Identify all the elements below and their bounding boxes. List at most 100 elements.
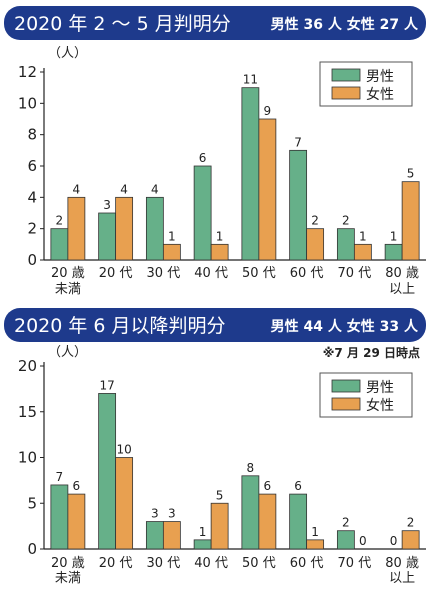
bar-male xyxy=(98,212,117,261)
x-tick-label: 未満 xyxy=(55,282,81,297)
y-axis-label: （人） xyxy=(48,345,87,360)
x-tick-label: 80 歳 xyxy=(385,266,419,281)
data-label: 6 xyxy=(199,151,207,165)
legend-label: 女性 xyxy=(366,86,394,103)
legend-swatch-male xyxy=(331,68,361,82)
legend-swatch-male xyxy=(331,379,361,393)
data-label: 1 xyxy=(390,229,398,243)
bar-male xyxy=(193,165,212,261)
bar-female xyxy=(306,539,325,550)
bar-male xyxy=(193,539,212,550)
x-tick-label: 50 代 xyxy=(242,266,276,281)
data-label: 1 xyxy=(311,525,319,539)
bar-female xyxy=(162,521,181,550)
data-label: 5 xyxy=(407,167,415,181)
x-tick-label: 50 代 xyxy=(242,556,276,571)
bar-male xyxy=(50,228,69,261)
data-label: 2 xyxy=(311,214,319,228)
title-banner xyxy=(4,308,426,342)
title-banner xyxy=(4,6,426,40)
data-label: 1 xyxy=(359,229,367,243)
data-label: 1 xyxy=(216,229,224,243)
bar-male xyxy=(50,484,69,550)
legend-label: 女性 xyxy=(366,397,394,414)
x-tick-label: 未満 xyxy=(55,571,81,586)
bar-male xyxy=(384,243,403,261)
y-tick-label: 20 xyxy=(18,357,37,375)
data-label: 2 xyxy=(342,516,350,530)
y-tick-label: 5 xyxy=(27,494,37,512)
chart-title: 2020 年 6 月以降判明分 xyxy=(14,315,226,337)
y-tick-label: 10 xyxy=(18,449,37,467)
x-tick-label: 60 代 xyxy=(290,266,324,281)
y-tick-label: 10 xyxy=(18,94,37,112)
data-label: 9 xyxy=(264,104,272,118)
data-label: 1 xyxy=(168,229,176,243)
legend-label: 男性 xyxy=(366,69,394,85)
legend-label: 男性 xyxy=(366,380,394,396)
bar-male xyxy=(289,493,308,550)
bar-female xyxy=(210,243,229,261)
data-label: 6 xyxy=(294,479,302,493)
bar-female xyxy=(67,493,86,550)
data-label: 6 xyxy=(264,479,272,493)
data-label: 0 xyxy=(359,534,367,548)
bar-female xyxy=(401,530,420,550)
data-label: 3 xyxy=(168,507,176,521)
y-tick-label: 8 xyxy=(27,126,37,144)
x-tick-label: 60 代 xyxy=(290,556,324,571)
chart-subtitle: 男性 44 人 女性 33 人 xyxy=(271,318,419,335)
bar-female xyxy=(306,228,325,261)
bar-female xyxy=(67,196,86,261)
legend-swatch-female xyxy=(331,86,361,100)
data-label: 1 xyxy=(199,525,207,539)
bar-male xyxy=(98,393,117,550)
x-tick-label: 20 歳 xyxy=(51,266,85,281)
bar-male xyxy=(336,228,355,261)
bar-female xyxy=(210,502,229,550)
y-tick-label: 2 xyxy=(27,220,37,238)
x-tick-label: 80 歳 xyxy=(385,556,419,571)
data-label: 2 xyxy=(342,214,350,228)
chart-title: 2020 年 2 ～ 5 月判明分 xyxy=(14,13,231,35)
bar-female xyxy=(401,181,420,261)
x-tick-label: 以上 xyxy=(389,282,415,297)
bar-male xyxy=(336,530,355,550)
date-note: ※7 月 29 日時点 xyxy=(323,345,420,360)
data-label: 11 xyxy=(243,73,258,87)
x-tick-label: 20 歳 xyxy=(51,556,85,571)
legend-swatch-female xyxy=(331,397,361,411)
x-tick-label: 40 代 xyxy=(194,556,228,571)
data-label: 2 xyxy=(56,214,64,228)
data-label: 5 xyxy=(216,488,224,502)
chart-panel-2: 2020 年 6 月以降判明分 男性 44 人 女性 33 人 （人） ※7 月 29… xyxy=(4,308,426,586)
chart-panel-1: 2020 年 2 ～ 5 月判明分 男性 36 人 女性 27 人 （人） 0 2 4 6 8… xyxy=(4,6,426,297)
chart-subtitle: 男性 36 人 女性 27 人 xyxy=(271,16,419,33)
bar-female xyxy=(162,243,181,261)
data-label: 3 xyxy=(103,198,111,212)
data-label: 7 xyxy=(56,470,64,484)
data-label: 6 xyxy=(73,479,81,493)
y-axis-label: （人） xyxy=(48,46,87,61)
x-tick-label: 以上 xyxy=(389,571,415,586)
x-tick-label: 30 代 xyxy=(147,556,181,571)
data-label: 4 xyxy=(120,182,128,196)
data-label: 10 xyxy=(116,443,131,457)
bar-male xyxy=(145,521,164,550)
y-tick-label: 15 xyxy=(18,403,37,421)
bar-male xyxy=(289,149,308,261)
bar-male xyxy=(145,196,164,261)
bar-male xyxy=(241,475,260,550)
x-tick-label: 40 代 xyxy=(194,266,228,281)
data-label: 0 xyxy=(390,534,398,548)
data-label: 17 xyxy=(99,378,114,392)
data-label: 7 xyxy=(294,135,302,149)
bar-female xyxy=(115,196,134,261)
x-tick-label: 70 代 xyxy=(338,556,372,571)
y-tick-label: 12 xyxy=(18,63,37,81)
y-tick-label: 0 xyxy=(27,251,37,269)
bar-female xyxy=(258,118,277,261)
x-tick-label: 20 代 xyxy=(99,266,133,281)
